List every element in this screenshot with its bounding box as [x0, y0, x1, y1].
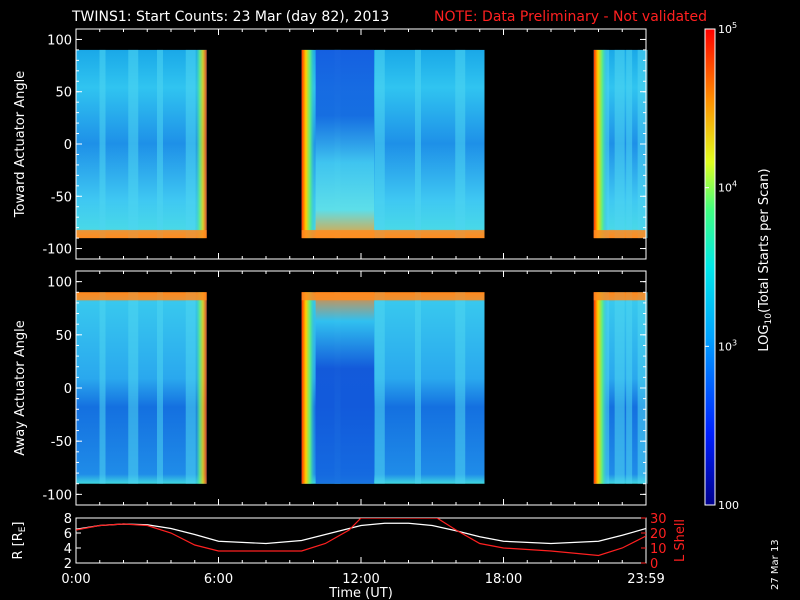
away-panel-edge-band	[301, 292, 485, 301]
toward-panel-strip	[614, 49, 625, 239]
away-panel-ytick-label: -100	[42, 488, 72, 503]
chart-title: TWINS1: Start Counts: 23 Mar (day 82), 2…	[71, 9, 389, 25]
lshell-tick-label: 10	[650, 542, 667, 557]
away-panel-edge	[593, 292, 608, 484]
ephemeris-frame	[75, 517, 647, 564]
lshell-tick-label: 30	[650, 512, 667, 527]
r-tick-label: 6	[64, 527, 72, 542]
toward-panel-data-block	[76, 49, 207, 239]
lshell-tick-label: 0	[650, 557, 658, 572]
away-panel-ytick-label: -50	[51, 435, 72, 450]
colorbar-label: LOG10(Total Starts per Scan)	[757, 168, 774, 351]
toward-panel-strip	[374, 49, 385, 239]
toward-panel-strip	[128, 49, 139, 239]
r-axis-label: R [RE]	[11, 521, 28, 559]
away-panel-strip	[128, 292, 139, 484]
away-panel-strip	[99, 292, 106, 484]
time-tick-label: 12:00	[342, 572, 379, 587]
time-tick-label: 6:00	[204, 572, 233, 587]
lshell-tick-label: 20	[650, 527, 667, 542]
colorbar-tick-label: 105	[718, 21, 737, 36]
toward-panel-strip	[626, 49, 633, 239]
toward-panel-edge-band	[76, 230, 207, 239]
away-panel-strip	[415, 292, 422, 484]
toward-panel-midday-region	[315, 49, 375, 239]
away-panel-strip	[156, 292, 163, 484]
away-panel-ylabel: Away Actuator Angle	[13, 320, 28, 455]
away-panel-ytick-label: 0	[64, 382, 72, 397]
toward-panel-ytick-label: -50	[51, 190, 72, 205]
lshell-series-line	[76, 518, 646, 557]
colorbar-tick-label: 100	[718, 499, 739, 512]
away-panel-data-block	[76, 292, 207, 484]
r-series-line	[76, 522, 646, 545]
toward-panel-edge-band	[593, 230, 646, 239]
time-tick-label: 23:59	[627, 572, 664, 587]
toward-panel-edge	[593, 49, 608, 239]
toward-panel-strip	[455, 49, 466, 239]
toward-panel-ytick-label: -100	[42, 243, 72, 258]
toward-panel-ytick-label: 100	[47, 33, 72, 48]
away-panel-edge	[194, 292, 207, 484]
away-panel-midday-region	[315, 292, 375, 484]
away-panel-edge	[301, 292, 316, 484]
time-tick-label: 0:00	[61, 572, 90, 587]
toward-panel-strip	[185, 49, 196, 239]
date-stamp: 27 Mar 13	[770, 539, 781, 590]
colorbar-tick-label: 104	[718, 180, 737, 195]
toward-panel-ytick-label: 50	[55, 86, 72, 101]
colorbar	[704, 28, 716, 506]
toward-panel-edge	[194, 49, 207, 239]
away-panel-strip	[374, 292, 385, 484]
lshell-axis-label: L Shell	[673, 519, 688, 562]
toward-panel-ytick-label: 0	[64, 138, 72, 153]
time-tick-label: 18:00	[485, 572, 522, 587]
toward-panel-strip	[415, 49, 422, 239]
away-panel-ytick-label: 100	[47, 276, 72, 291]
toward-panel-ylabel: Toward Actuator Angle	[13, 71, 28, 218]
away-panel-ytick-label: 50	[55, 329, 72, 344]
time-axis-label: Time (UT)	[328, 586, 393, 600]
away-panel-edge-band	[593, 292, 646, 301]
toward-panel-edge-band	[301, 230, 485, 239]
r-tick-label: 8	[64, 512, 72, 527]
away-panel-edge-band	[76, 292, 207, 301]
toward-panel-strip	[156, 49, 163, 239]
r-tick-label: 4	[64, 542, 72, 557]
away-panel-strip	[185, 292, 196, 484]
toward-panel-strip	[99, 49, 106, 239]
preliminary-note: NOTE: Data Preliminary - Not validated	[434, 9, 707, 25]
away-panel-strip	[626, 292, 633, 484]
away-panel-strip	[614, 292, 625, 484]
away-panel-strip	[455, 292, 466, 484]
r-tick-label: 2	[64, 557, 72, 572]
toward-panel-edge	[301, 49, 316, 239]
colorbar-tick-label: 103	[718, 338, 737, 353]
